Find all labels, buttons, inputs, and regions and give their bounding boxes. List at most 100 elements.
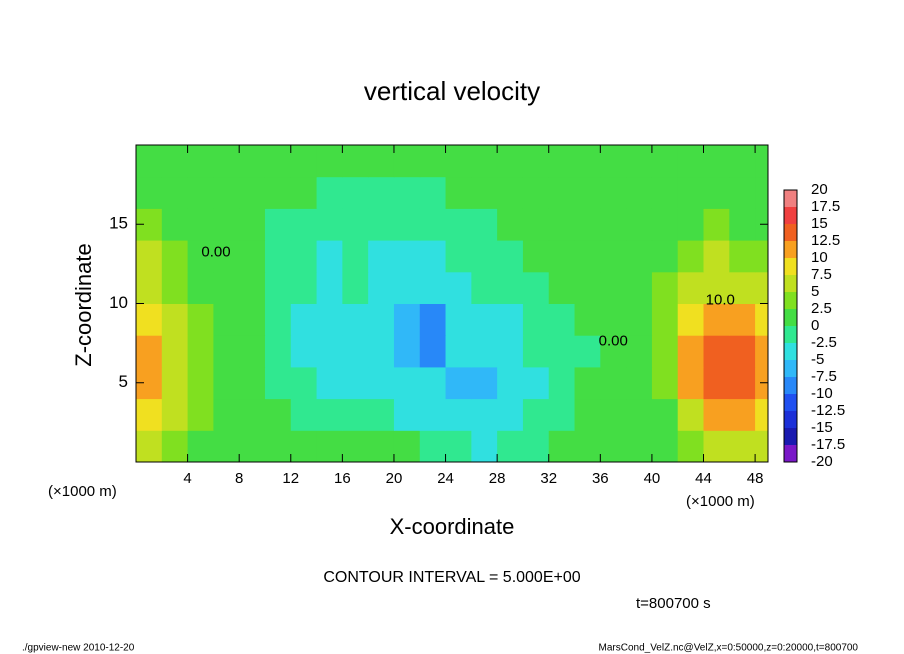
heat-cell: [239, 240, 266, 273]
x-tick-label: 16: [334, 470, 351, 487]
heat-cell: [471, 240, 498, 273]
heat-cell: [574, 303, 601, 336]
heat-cell: [161, 271, 189, 304]
heat-cell: [548, 208, 576, 241]
colorbar-label: 5: [811, 283, 819, 300]
heat-cell: [574, 335, 601, 368]
heat-cell: [522, 430, 550, 463]
heat-cell: [600, 208, 627, 241]
heat-cell: [161, 398, 189, 431]
heat-cell: [393, 176, 421, 209]
heat-cell: [342, 240, 369, 273]
heat-cell: [342, 398, 369, 431]
heat-cell: [651, 335, 679, 368]
heat-cell: [729, 240, 756, 273]
colorbar-label: 17.5: [811, 198, 840, 215]
heat-cell: [136, 271, 163, 304]
heat-cell: [161, 240, 189, 273]
heat-cell: [677, 271, 705, 304]
heat-cell: [161, 366, 189, 400]
heat-cell: [677, 208, 705, 241]
heat-cell: [729, 366, 756, 400]
heat-cell: [393, 366, 421, 400]
heat-cell: [574, 430, 601, 463]
heat-cell: [239, 366, 266, 400]
colorbar-cell: [784, 241, 797, 258]
heat-cell: [471, 303, 498, 336]
heat-cell: [290, 271, 318, 304]
heat-cell: [626, 145, 653, 178]
heat-cell: [290, 145, 318, 178]
heat-cell: [651, 430, 679, 463]
heat-cell: [419, 145, 447, 178]
colorbar-cell: [784, 326, 797, 343]
heat-cell: [316, 366, 343, 400]
time-label: t=800700 s: [636, 595, 711, 612]
y-tick-label: 15: [109, 214, 128, 233]
heat-cell: [213, 398, 240, 431]
heat-cell: [471, 398, 498, 431]
colorbar-cell: [784, 275, 797, 292]
heat-cell: [290, 366, 318, 400]
heat-cell: [290, 430, 318, 463]
heat-cell: [703, 303, 730, 336]
heat-cell: [213, 335, 240, 368]
heat-cell: [393, 303, 421, 336]
heat-cell: [729, 303, 756, 336]
heat-cell: [239, 335, 266, 368]
heat-cell: [471, 208, 498, 241]
heat-cell: [471, 271, 498, 304]
heat-cell: [522, 176, 550, 209]
heat-cell: [445, 430, 472, 463]
heat-cell: [651, 145, 679, 178]
heat-cell: [600, 303, 627, 336]
heat-cell: [445, 240, 472, 273]
heat-cell: [290, 398, 318, 431]
heat-cell: [264, 430, 292, 463]
heat-cell: [368, 303, 395, 336]
colorbar-label: -12.5: [811, 402, 845, 419]
heat-cell: [136, 430, 163, 463]
heat-cell: [497, 208, 524, 241]
heat-cell: [703, 176, 730, 209]
colorbar-label: -7.5: [811, 368, 837, 385]
heat-cell: [342, 366, 369, 400]
heat-cell: [368, 366, 395, 400]
heat-cell: [729, 176, 756, 209]
contour-interval: CONTOUR INTERVAL = 5.000E+00: [323, 569, 580, 586]
y-tick-label: 5: [119, 372, 128, 391]
heat-cell: [703, 145, 730, 178]
heat-cell: [393, 430, 421, 463]
x-axis-label: X-coordinate: [390, 514, 515, 539]
heat-cell: [522, 240, 550, 273]
heat-cell: [677, 366, 705, 400]
heat-cell: [729, 335, 756, 368]
heat-cell: [548, 335, 576, 368]
x-tick-label: 40: [644, 470, 661, 487]
colorbar-cell: [784, 360, 797, 377]
heat-cell: [187, 208, 214, 241]
heat-cell: [677, 430, 705, 463]
heat-cell: [522, 271, 550, 304]
heat-cell: [264, 145, 292, 178]
heat-cell: [471, 335, 498, 368]
heat-cell: [393, 145, 421, 178]
heat-cell: [626, 366, 653, 400]
heat-cell: [316, 176, 343, 209]
heat-cell: [213, 430, 240, 463]
heat-cell: [651, 366, 679, 400]
colorbar-label: -17.5: [811, 436, 845, 453]
colorbar-label: -15: [811, 419, 833, 436]
heat-cell: [136, 176, 163, 209]
colorbar-cell: [784, 394, 797, 411]
heat-cell: [264, 398, 292, 431]
heat-cell: [548, 398, 576, 431]
heat-cell: [368, 240, 395, 273]
heat-cell: [497, 398, 524, 431]
heat-cell: [419, 303, 447, 336]
heat-cell: [264, 208, 292, 241]
heat-cell: [393, 398, 421, 431]
heat-cell: [187, 145, 214, 178]
heat-cell: [213, 240, 240, 273]
heat-cell: [419, 176, 447, 209]
